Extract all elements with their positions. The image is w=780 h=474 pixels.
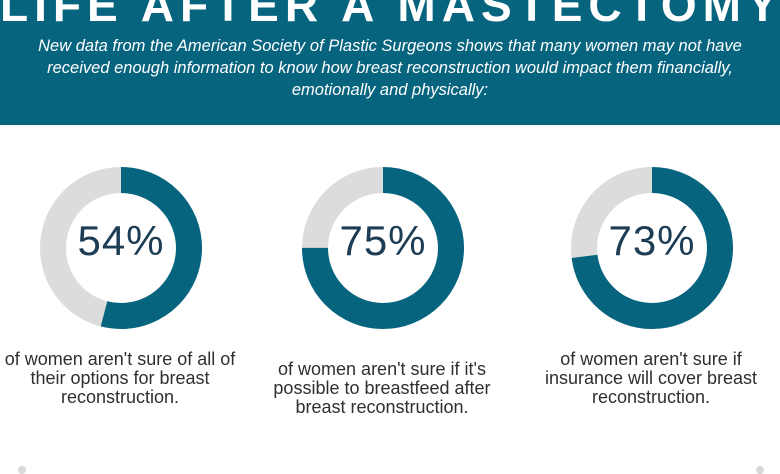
donut-chart: 54% [40, 167, 202, 329]
header-subtitle: New data from the American Society of Pl… [38, 37, 742, 99]
donut-progress-arc [40, 167, 202, 329]
percent-value: 75% [339, 217, 427, 264]
header-banner: LIFE AFTER A MASTECTOMY New data from th… [0, 0, 780, 125]
donut-progress-arc [302, 167, 464, 329]
stat-caption: of women aren't sure if it's possible to… [273, 359, 491, 417]
stat-caption: of women aren't sure of all of their opt… [4, 349, 236, 407]
donut-ring [40, 167, 202, 329]
donut-chart: 73% [571, 167, 733, 329]
donut-progress-arc [571, 167, 733, 329]
donut-ring [571, 167, 733, 329]
donut-ring [302, 167, 464, 329]
percent-value: 54% [77, 217, 165, 264]
stat-caption: of women aren't sure if insurance will c… [544, 349, 758, 407]
decorative-dot [756, 466, 764, 474]
percent-value: 73% [608, 217, 696, 264]
page-title: LIFE AFTER A MASTECTOMY [0, 0, 780, 31]
donut-chart: 75% [302, 167, 464, 329]
decorative-dot [18, 466, 26, 474]
